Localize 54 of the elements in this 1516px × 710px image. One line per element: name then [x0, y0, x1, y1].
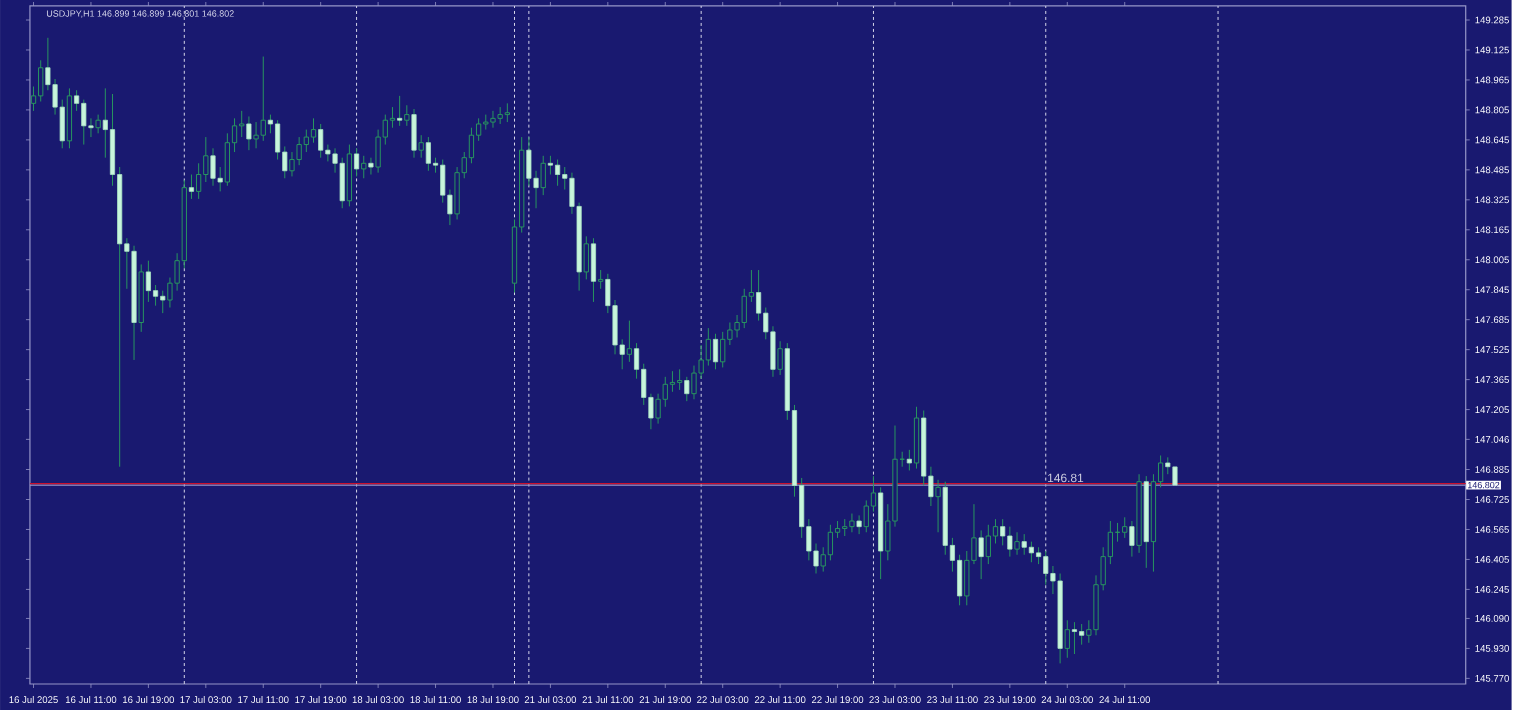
- candlestick: [827, 524, 834, 561]
- candlestick: [590, 237, 597, 303]
- candlestick: [863, 499, 869, 533]
- candlestick: [504, 102, 510, 123]
- candlestick: [1028, 541, 1034, 563]
- candlestick: [978, 529, 984, 580]
- candlestick: [849, 513, 855, 533]
- candlestick: [1172, 466, 1178, 486]
- candlestick: [1014, 531, 1020, 556]
- candlestick: [669, 370, 676, 393]
- candlestick: [1007, 526, 1013, 558]
- candlestick: [935, 479, 941, 533]
- candlestick: [81, 99, 87, 146]
- candlestick: [425, 136, 431, 172]
- candlestick: [239, 110, 245, 138]
- candlestick: [1000, 518, 1006, 546]
- candlestick: [66, 87, 73, 149]
- candlestick: [913, 406, 920, 470]
- candlestick: [712, 333, 719, 370]
- candlestick: [1064, 619, 1070, 659]
- candlestick: [555, 159, 561, 187]
- candlestick: [361, 155, 367, 179]
- candlestick: [598, 269, 604, 290]
- candlestick: [318, 123, 324, 159]
- candlestick: [1071, 621, 1078, 655]
- candlestick: [95, 114, 101, 134]
- candlestick: [195, 162, 202, 200]
- candlestick: [246, 116, 252, 151]
- candlestick: [777, 340, 783, 376]
- candlestick: [490, 110, 496, 129]
- candlestick: [1043, 550, 1049, 586]
- candlestick: [705, 327, 711, 367]
- candlestick: [210, 147, 216, 187]
- candlestick: [310, 117, 317, 144]
- candlestick: [1079, 623, 1085, 646]
- candlestick: [303, 129, 309, 153]
- candlestick: [985, 524, 991, 565]
- candlestick: [684, 376, 690, 402]
- candlestick: [741, 288, 747, 329]
- candlestick: [676, 368, 683, 391]
- candlestick: [626, 320, 633, 363]
- candlestick: [253, 121, 259, 149]
- candlestick: [691, 365, 697, 400]
- candlestick: [160, 290, 166, 314]
- candlestick: [404, 104, 410, 127]
- candlestick: [260, 56, 266, 142]
- candlestick: [346, 144, 353, 207]
- candlestick: [1122, 516, 1128, 539]
- candlestick: [583, 235, 589, 280]
- candlestick: [224, 132, 231, 187]
- candlestick: [1021, 533, 1027, 556]
- candlestick: [418, 134, 424, 159]
- candlestick: [397, 95, 403, 127]
- candlestick: [411, 108, 417, 159]
